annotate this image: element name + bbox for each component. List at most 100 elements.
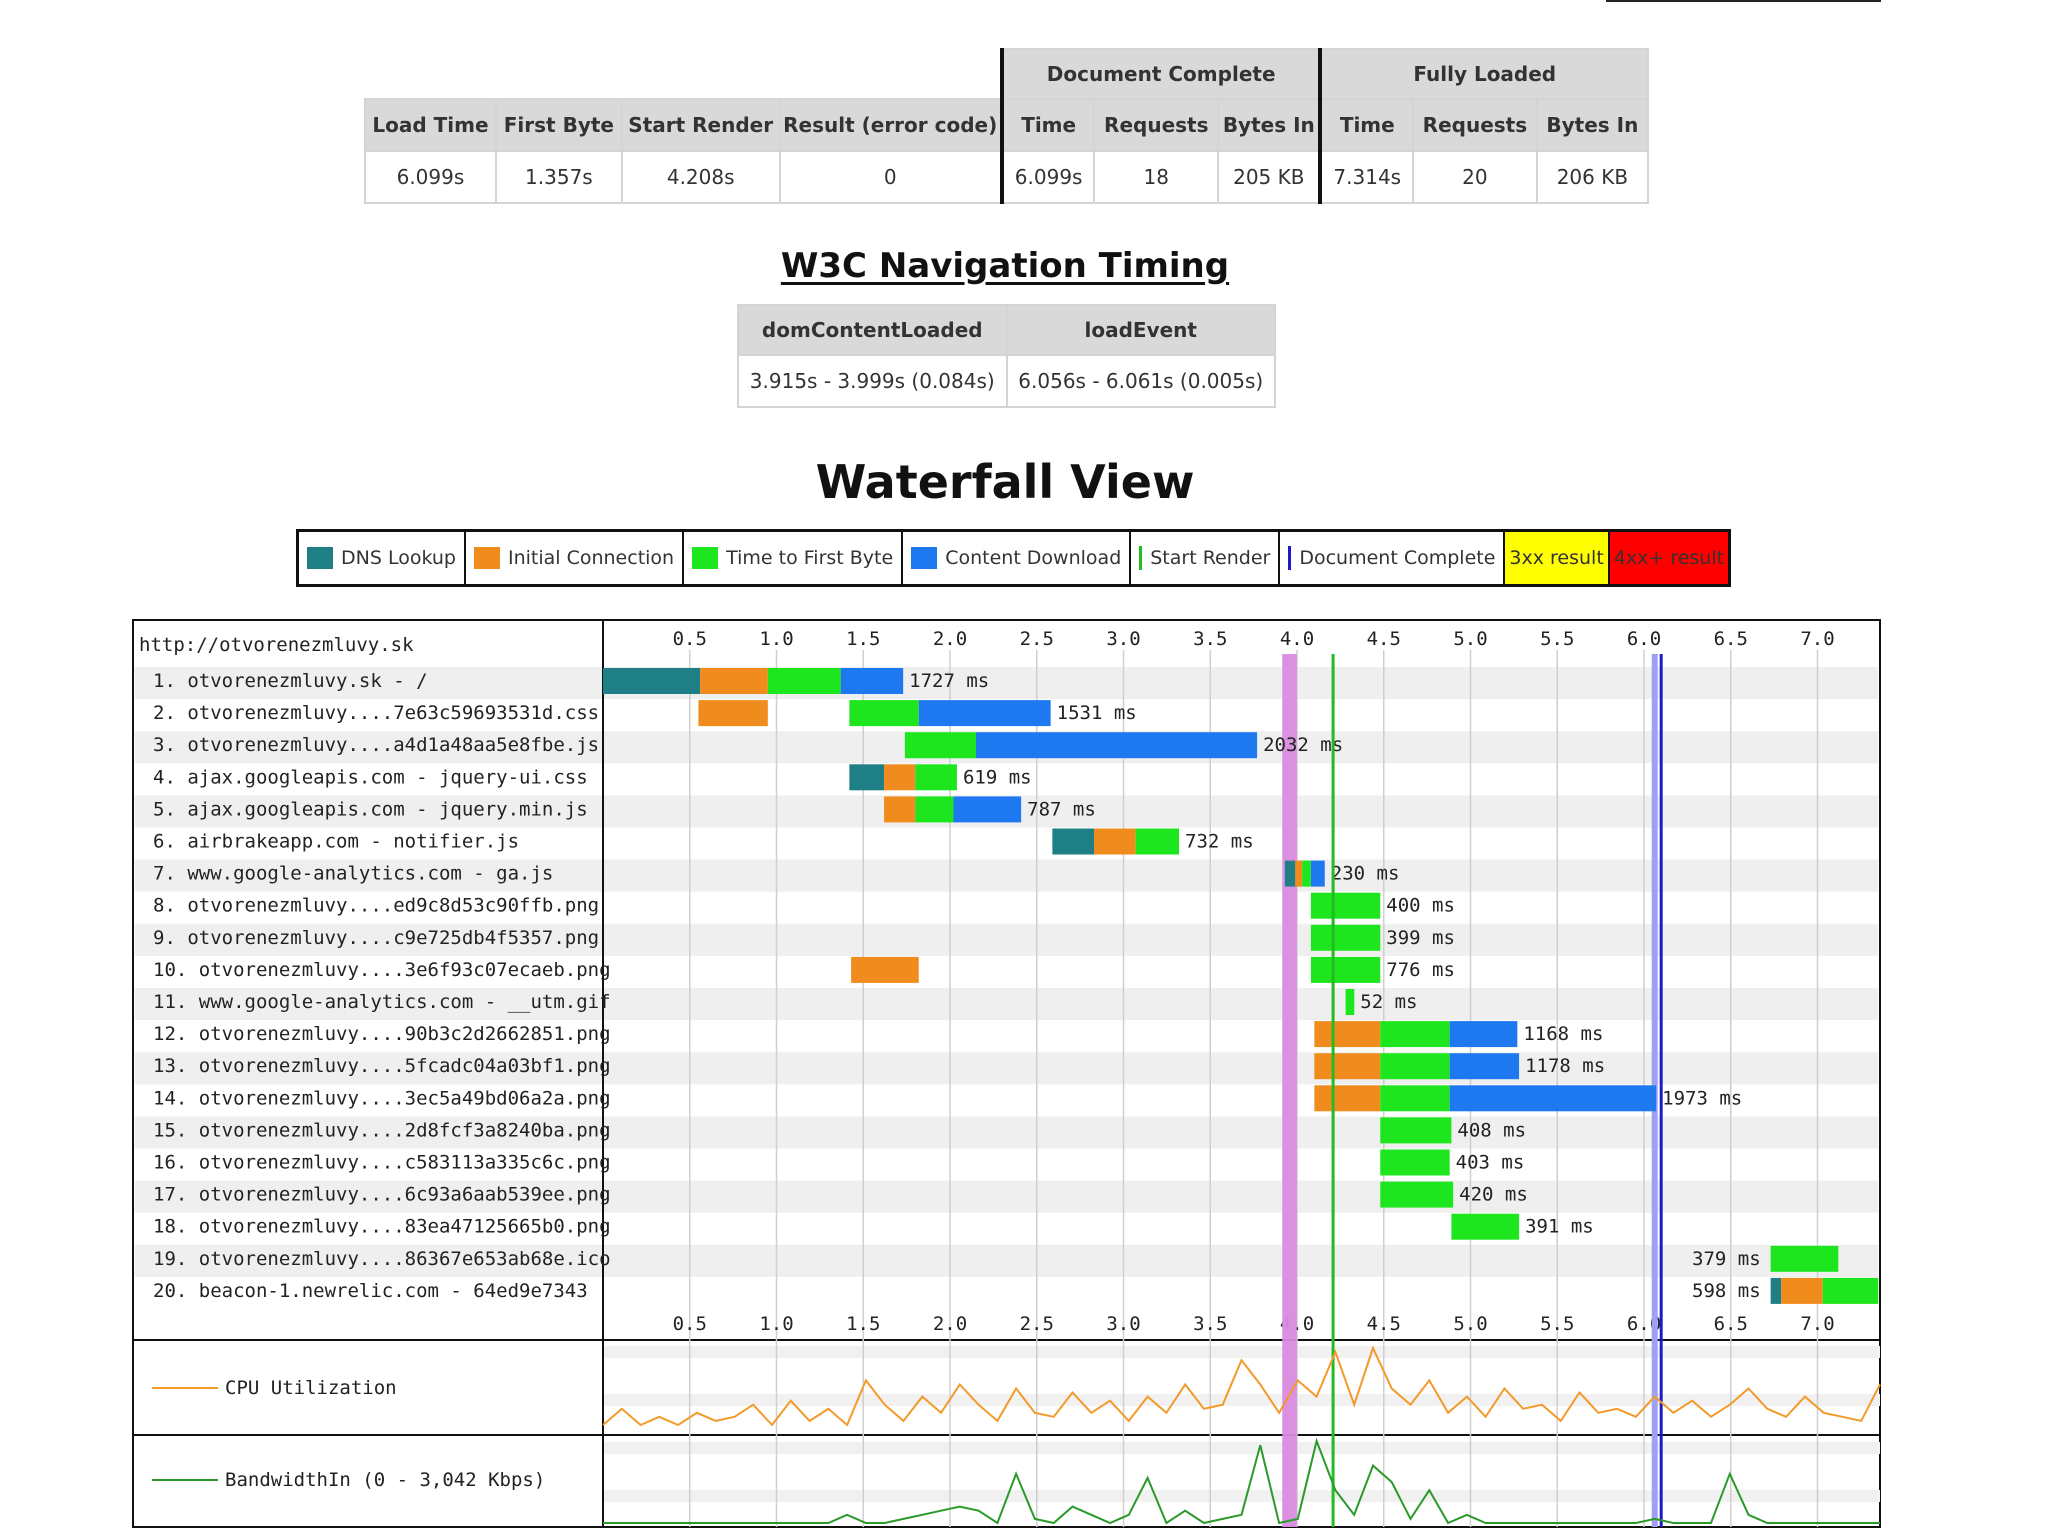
request-label: 14. otvorenezmluvy....3ec5a49bd06a2a.png [153,1087,611,1109]
row-stripe [135,988,1878,1021]
request-label: 12. otvorenezmluvy....90b3c2d2662851.png [153,1023,611,1045]
request-bar-ttfb [1310,956,1381,983]
request-bar-ttfb [904,732,977,759]
request-bar-download [976,732,1258,759]
legend-start-render-label: Start Render [1150,547,1271,569]
page-url-label: http://otvorenezmluvy.sk [139,634,414,656]
legend-dns: DNS Lookup [299,532,466,584]
request-bar-dns [1284,860,1296,887]
hdr-full-requests: Requests [1412,98,1538,152]
results-summary-table: Document Complete Fully Loaded Load Time… [364,48,1650,204]
legend-4xx-label: 4xx+ result [1613,547,1725,569]
request-label: 6. airbrakeapp.com - notifier.js [153,831,519,853]
request-label: 8. otvorenezmluvy....ed9c8d53c90ffb.png [153,895,599,917]
request-label: 15. otvorenezmluvy....2d8fcf3a8240ba.png [153,1119,611,1141]
request-duration: 1168 ms [1523,1023,1603,1045]
connect-swatch [473,547,500,569]
request-bar-ttfb [1822,1277,1879,1304]
request-bar-ttfb [1380,1149,1450,1176]
fully-loaded-group: Fully Loaded [1318,48,1649,100]
request-duration: 598 ms [1692,1280,1761,1302]
legend-connect-label: Initial Connection [507,547,675,569]
x-tick-bottom: 7.0 [1800,1313,1834,1335]
x-tick-bottom: 0.5 [673,1313,707,1335]
x-tick-top: 2.0 [933,628,967,650]
request-bar-ttfb [915,764,957,791]
x-tick-top: 1.0 [759,628,793,650]
request-duration: 399 ms [1386,927,1455,949]
waterfall-title: Waterfall View [815,455,1195,509]
request-bar-download [1449,1053,1520,1080]
request-bar-download [840,668,904,694]
request-bar-dns [849,764,885,791]
top-rule [1606,0,1881,2]
row-stripe [135,1116,1878,1149]
hdr-load-event: loadEvent [1005,304,1276,356]
request-duration: 1973 ms [1662,1087,1742,1109]
x-tick-bottom: 3.0 [1106,1313,1140,1335]
x-tick-top: 4.0 [1280,628,1314,650]
request-duration: 1727 ms [909,670,989,692]
legend-download-label: Content Download [945,547,1122,569]
request-bar-download [1310,860,1325,887]
x-tick-bottom: 1.5 [846,1313,880,1335]
request-duration: 52 ms [1360,991,1417,1013]
x-tick-top: 2.5 [1020,628,1054,650]
request-duration: 776 ms [1386,959,1455,981]
request-label: 10. otvorenezmluvy....3e6f93c07ecaeb.png [153,959,611,981]
legend-ttfb: Time to First Byte [684,532,904,584]
request-bar-ttfb [1380,1117,1452,1144]
val-doc-bytes: 205 KB [1217,150,1322,204]
row-stripe [135,1244,1878,1277]
ttfb-swatch [692,547,719,569]
request-bar-ttfb [1135,828,1180,855]
x-tick-top: 5.0 [1453,628,1487,650]
request-duration: 420 ms [1459,1184,1528,1206]
dns-swatch [307,547,333,569]
legend-3xx: 3xx result [1505,532,1610,584]
x-tick-bottom: 6.5 [1714,1313,1748,1335]
legend-doc-complete-label: Document Complete [1299,547,1496,569]
val-full-requests: 20 [1412,150,1538,204]
val-load-time: 6.099s [364,150,497,204]
val-full-bytes: 206 KB [1535,150,1650,204]
request-label: 5. ajax.googleapis.com - jquery.min.js [153,798,588,820]
request-label: 2. otvorenezmluvy....7e63c59693531d.css [153,702,599,724]
x-tick-top: 5.5 [1540,628,1574,650]
request-bar-dns [1770,1277,1782,1304]
request-bar-ttfb [1302,860,1311,887]
hdr-load-time: Load Time [364,98,497,152]
request-label: 7. www.google-analytics.com - ga.js [153,863,553,885]
x-tick-top: 7.0 [1800,628,1834,650]
legend-4xx: 4xx+ result [1609,532,1729,584]
pane-stripe [603,1490,1880,1502]
request-bar-connect [1781,1277,1823,1304]
row-stripe [135,859,1878,892]
val-doc-time: 6.099s [999,150,1096,204]
request-duration: 732 ms [1185,831,1254,853]
request-label: 20. beacon-1.newrelic.com - 64ed9e7343 [153,1280,588,1302]
request-label: 16. otvorenezmluvy....c583113a335c6c.png [153,1152,611,1174]
request-bar-dns [1052,828,1095,855]
request-duration: 619 ms [963,766,1032,788]
request-bar-ttfb [767,668,841,694]
row-stripe [135,667,1878,700]
legend-connect: Initial Connection [466,532,685,584]
request-bar-download [1449,1021,1518,1048]
x-tick-bottom: 2.5 [1020,1313,1054,1335]
cpu-series-line [602,1345,1881,1427]
x-tick-bottom: 5.5 [1540,1313,1574,1335]
row-stripe [135,1052,1878,1085]
nav-timing-title: W3C Navigation Timing [780,246,1230,286]
val-load-event: 6.056s - 6.061s (0.005s) [1005,354,1276,408]
cpu-label: CPU Utilization [225,1377,397,1399]
request-bar-ttfb [1380,1053,1450,1080]
request-bar-ttfb [1770,1245,1839,1272]
x-tick-top: 4.5 [1367,628,1401,650]
request-duration: 379 ms [1692,1248,1761,1270]
hdr-full-time: Time [1318,98,1415,152]
request-bar-ttfb [1345,989,1355,1015]
hdr-doc-time: Time [999,98,1096,152]
start-render-line-icon [1139,546,1143,570]
request-bar-ttfb [1380,1085,1450,1112]
